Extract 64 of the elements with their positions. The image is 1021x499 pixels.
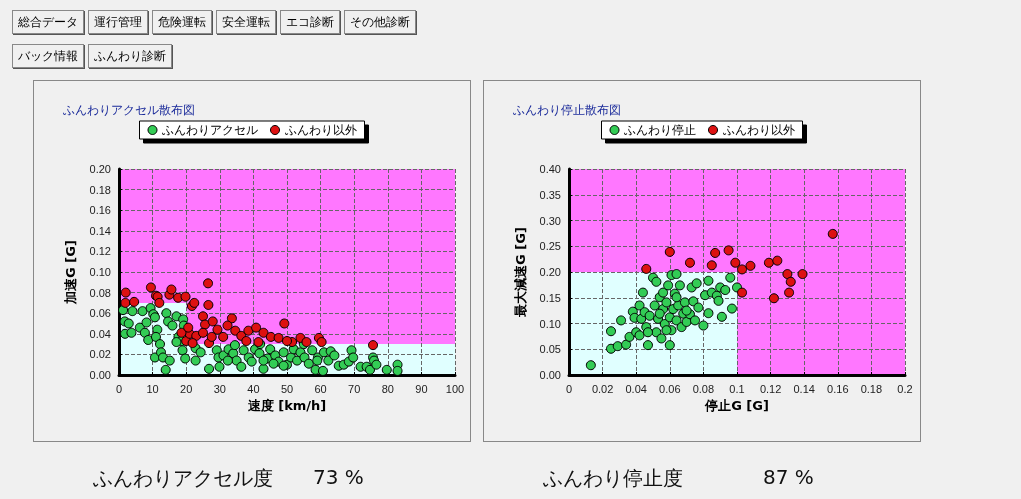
- y-tick-label: 0.06: [89, 307, 111, 320]
- x-tick-label: 90: [415, 382, 428, 395]
- y-tick-label: 0.00: [539, 369, 561, 381]
- y-tick-label: 0.00: [89, 369, 111, 381]
- x-axis-title: 速度 [km/h]: [247, 397, 327, 413]
- x-tick-label: 40: [247, 382, 260, 395]
- x-tick-label: 0.06: [659, 382, 681, 395]
- chart-title: ふんわりアクセル散布図: [62, 103, 195, 117]
- y-tick-label: 0.25: [539, 240, 561, 253]
- legend-label: ふんわり停止: [623, 123, 696, 137]
- y-tick-label: 0.40: [539, 163, 561, 175]
- x-tick-label: 0.04: [625, 382, 647, 395]
- text: エコ診断: [280, 10, 340, 34]
- x-tick-label: 80: [381, 382, 394, 395]
- text: ふんわり診断: [88, 44, 172, 68]
- x-tick-label: 70: [348, 382, 361, 395]
- y-tick-label: 0.30: [539, 214, 561, 227]
- text: ふんわりアクセル度: [93, 465, 273, 492]
- y-tick-label: 0.10: [539, 317, 561, 330]
- x-tick-label: 0.16: [827, 382, 849, 395]
- y-tick-label: 0.14: [89, 224, 111, 237]
- x-tick-label: 0.1: [729, 382, 745, 395]
- x-tick-label: 0: [565, 382, 573, 395]
- y-axis-title: 最大減速G [G]: [513, 227, 528, 318]
- legend-label: ふんわり以外: [283, 123, 357, 137]
- x-tick-label: 60: [314, 382, 327, 395]
- text: 安全運転: [216, 10, 276, 34]
- y-tick-label: 0.18: [89, 183, 111, 196]
- y-tick-label: 0.04: [89, 327, 111, 340]
- x-tick-label: 0.14: [793, 382, 815, 395]
- text: 運行管理: [88, 10, 148, 34]
- x-tick-label: 0.12: [759, 382, 782, 395]
- y-tick-label: 0.16: [89, 204, 111, 217]
- x-tick-label: 50: [280, 382, 294, 395]
- x-tick-label: 0: [115, 382, 123, 395]
- x-axis-title: 停止G [G]: [704, 397, 769, 413]
- y-tick-label: 0.35: [539, 188, 561, 201]
- x-tick-label: 0.08: [692, 382, 715, 395]
- text: ふんわり停止度: [543, 465, 683, 492]
- text: 総合データ: [12, 10, 84, 34]
- text: 87 %: [763, 465, 814, 489]
- x-tick-label: 30: [213, 382, 226, 395]
- x-tick-label: 0.02: [591, 382, 614, 395]
- legend-label: ふんわり以外: [721, 123, 795, 137]
- legend-label: ふんわりアクセル: [161, 123, 258, 137]
- text: その他診断: [344, 10, 416, 34]
- x-tick-label: 10: [146, 382, 159, 395]
- y-tick-label: 0.02: [89, 348, 111, 361]
- y-tick-label: 0.20: [89, 163, 111, 175]
- y-tick-label: 0.08: [89, 286, 111, 299]
- text: 危険運転: [152, 10, 212, 34]
- y-tick-label: 0.15: [539, 291, 561, 304]
- x-tick-label: 100: [445, 382, 465, 395]
- x-tick-label: 20: [180, 382, 193, 395]
- chart-title: ふんわり停止散布図: [512, 103, 621, 117]
- x-tick-label: 0.2: [897, 382, 913, 395]
- x-tick-label: 0.18: [860, 382, 883, 395]
- y-tick-label: 0.10: [89, 266, 111, 278]
- y-tick-label: 0.12: [89, 245, 111, 258]
- y-tick-label: 0.20: [539, 266, 561, 278]
- y-axis-title: 加速G [G]: [63, 240, 78, 305]
- y-tick-label: 0.05: [539, 343, 561, 356]
- text: 73 %: [313, 465, 364, 489]
- text: バック情報: [12, 44, 84, 68]
